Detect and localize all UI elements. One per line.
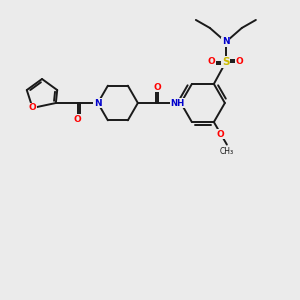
Text: N: N (94, 98, 102, 107)
Text: O: O (217, 130, 225, 139)
Text: O: O (208, 57, 216, 66)
Text: N: N (222, 38, 230, 46)
Text: O: O (154, 82, 162, 91)
Text: S: S (222, 57, 230, 67)
Text: O: O (236, 57, 244, 66)
Text: O: O (29, 103, 37, 112)
Text: CH₃: CH₃ (220, 147, 234, 156)
Text: O: O (74, 115, 82, 124)
Text: NH: NH (171, 98, 185, 107)
